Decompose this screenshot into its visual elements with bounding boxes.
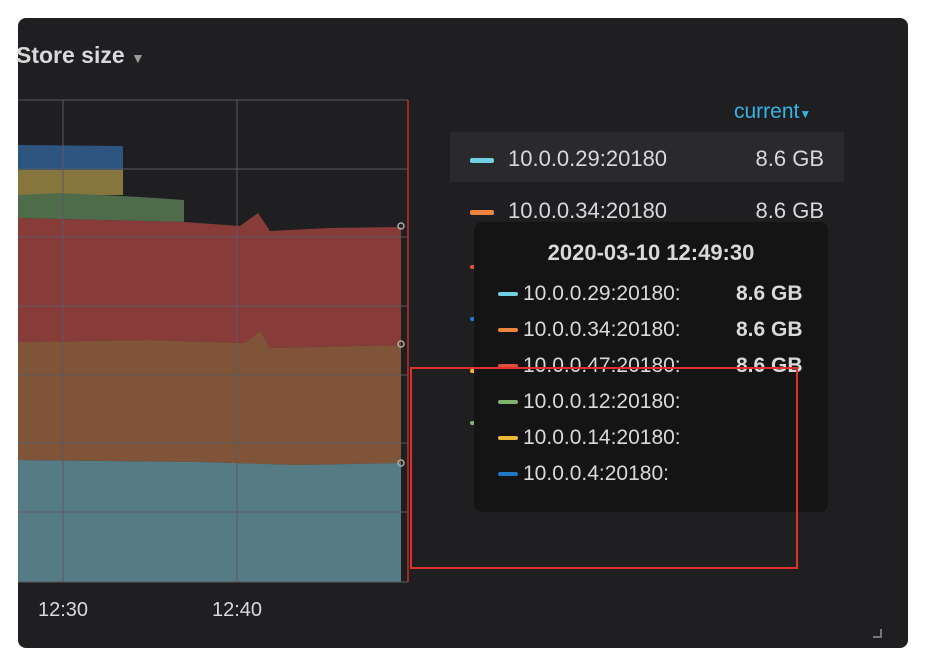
tooltip-time: 2020-03-10 12:49:30: [547, 240, 755, 265]
tooltip-dash: [498, 328, 518, 332]
tooltip-dash: [498, 364, 518, 368]
tooltip-name: 10.0.0.47:20180:: [523, 354, 681, 377]
grid: [18, 99, 408, 583]
resize-handle[interactable]: [873, 629, 882, 638]
legend-dash: [470, 210, 494, 215]
legend-row[interactable]: 10.0.0.29:20180 8.6 GB: [450, 132, 844, 182]
tooltip-name: 10.0.0.4:20180:: [523, 462, 669, 485]
tooltip-name: 10.0.0.12:20180:: [523, 390, 681, 413]
tooltip-row: 10.0.0.12:20180:: [498, 390, 818, 420]
header-text[interactable]: current: [734, 100, 800, 123]
legend-name: 10.0.0.34:20180: [508, 198, 668, 223]
tooltip-row: 10.0.0.29:20180: 8.6 GB: [498, 282, 818, 312]
title-text[interactable]: Store size: [16, 42, 125, 68]
hover-points: [397, 222, 405, 467]
area: [18, 145, 123, 170]
tooltip-value: 8.6 GB: [736, 354, 803, 377]
panel-title[interactable]: Store size ▼: [16, 42, 145, 68]
legend-dash: [470, 158, 494, 163]
area: [18, 460, 401, 582]
x-label: 12:30: [38, 599, 88, 621]
tooltip-dash: [498, 472, 518, 476]
tooltip-row: 10.0.0.47:20180: 8.6 GB: [498, 354, 818, 384]
tooltip-name: 10.0.0.34:20180:: [523, 318, 681, 341]
tooltip-value: 8.6 GB: [736, 318, 803, 341]
tooltip-dash: [498, 400, 518, 404]
tooltip-row: 10.0.0.4:20180:: [498, 462, 818, 492]
legend-name: 10.0.0.29:20180: [508, 146, 668, 171]
legend-value: 8.6 GB: [755, 146, 824, 171]
tooltip-dash: [498, 436, 518, 440]
tooltip-row: 10.0.0.14:20180:: [498, 426, 818, 456]
x-label: 12:40: [212, 599, 262, 621]
tooltip-value: 8.6 GB: [736, 282, 803, 305]
area: [18, 331, 401, 465]
annotation-box: [410, 367, 798, 569]
tooltip-name: 10.0.0.29:20180:: [523, 282, 681, 305]
tooltip-row: 10.0.0.34:20180: 8.6 GB: [498, 318, 818, 348]
legend-row[interactable]: 10.0.0.34:20180 8.6 GB: [450, 184, 844, 234]
area: [18, 170, 123, 195]
tooltip-name: 10.0.0.14:20180:: [523, 426, 681, 449]
area: [18, 193, 184, 222]
tooltip-dash: [498, 292, 518, 296]
legend-header[interactable]: current▼: [734, 100, 812, 123]
legend-value: 8.6 GB: [755, 198, 824, 223]
area: [18, 213, 401, 348]
